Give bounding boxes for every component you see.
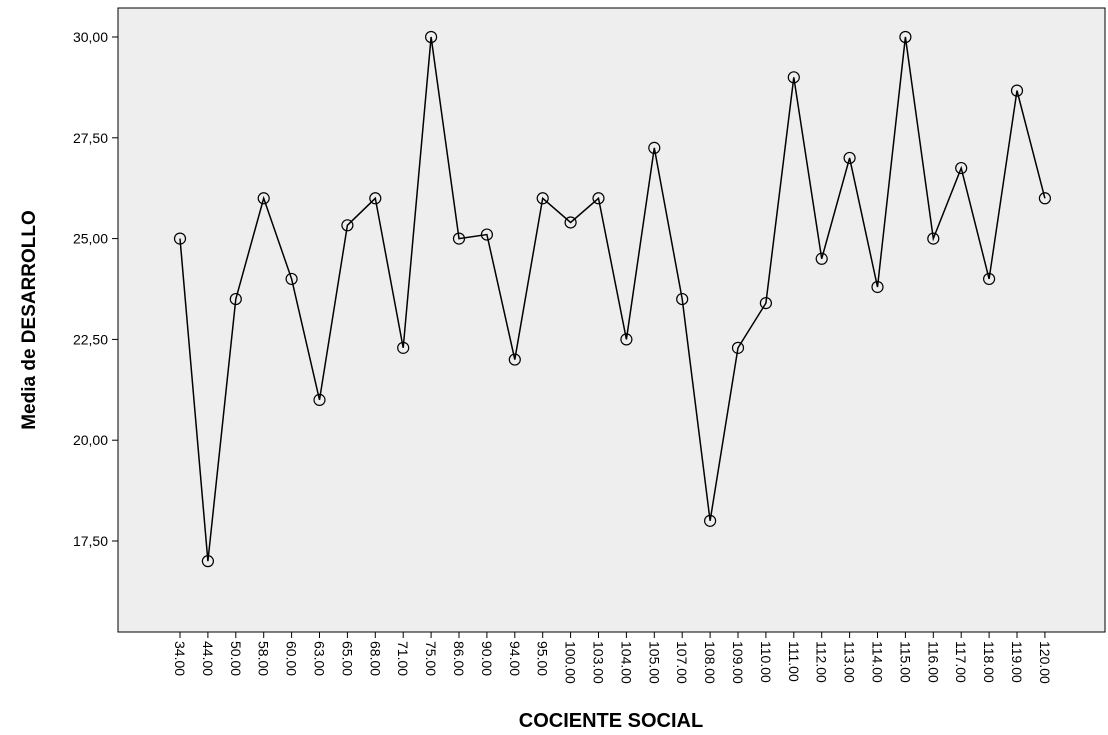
x-tick-label: 116.00 xyxy=(925,641,941,683)
data-point xyxy=(787,71,800,84)
plot-area xyxy=(117,7,1106,633)
data-point xyxy=(173,232,187,245)
data-point xyxy=(201,555,214,568)
data-point xyxy=(508,353,521,366)
x-tick-label: 120.00 xyxy=(1037,641,1053,684)
y-axis: 17,50 20,00 22,50 25,00 27,50 30,00 xyxy=(73,29,118,549)
x-tick-label: 94.00 xyxy=(507,641,523,676)
x-tick-label: 117.00 xyxy=(953,641,969,683)
data-point xyxy=(815,252,828,265)
y-tick-label: 27,50 xyxy=(73,130,108,146)
data-point xyxy=(1038,192,1052,205)
x-tick-label: 108.00 xyxy=(702,641,718,684)
x-tick-label: 65.00 xyxy=(339,641,355,676)
x-tick-label: 68.00 xyxy=(367,641,383,676)
data-point xyxy=(843,151,856,165)
x-tick-label: 105.00 xyxy=(646,641,662,684)
x-tick-label: 44.00 xyxy=(200,641,216,676)
data-point xyxy=(648,141,661,154)
data-point xyxy=(955,161,968,175)
x-tick-label: 58.00 xyxy=(256,641,272,676)
y-tick-label: 17,50 xyxy=(73,533,108,549)
data-point xyxy=(759,297,773,310)
x-tick-label: 114.00 xyxy=(870,641,886,683)
data-point xyxy=(285,272,298,286)
x-tick-label: 103.00 xyxy=(591,641,607,684)
data-point xyxy=(452,232,466,245)
data-point xyxy=(397,341,410,354)
x-tick-label: 71.00 xyxy=(395,641,411,676)
series-line xyxy=(179,36,1046,562)
data-point xyxy=(536,192,549,205)
y-tick-label: 20,00 xyxy=(73,432,108,448)
data-point xyxy=(341,219,354,232)
x-tick-label: 107.00 xyxy=(674,641,690,684)
x-axis-title: COCIENTE SOCIAL xyxy=(519,710,703,732)
x-tick-label: 110.00 xyxy=(758,641,774,683)
x-axis: 34.00 44.00 50.00 58.00 60.00 63.00 65.00 68.00… xyxy=(172,632,1053,684)
y-axis-title: Media de DESARROLLO xyxy=(19,210,40,430)
x-tick-label: 86.00 xyxy=(451,641,467,676)
data-point xyxy=(425,30,438,44)
x-tick-label: 113.00 xyxy=(842,641,858,683)
data-point xyxy=(703,514,717,527)
y-tick-label: 25,00 xyxy=(73,231,108,247)
x-tick-label: 63.00 xyxy=(312,641,328,676)
y-tick-label: 22,50 xyxy=(73,331,108,347)
x-tick-label: 75.00 xyxy=(423,641,439,676)
data-point xyxy=(369,192,382,205)
data-point xyxy=(592,192,605,205)
x-tick-label: 100.00 xyxy=(563,641,579,684)
x-tick-label: 90.00 xyxy=(479,641,495,676)
data-point xyxy=(1010,84,1024,97)
data-point xyxy=(676,292,689,306)
y-tick-label: 30,00 xyxy=(73,29,108,45)
x-tick-label: 111.00 xyxy=(786,641,802,682)
data-point xyxy=(731,341,745,354)
data-point xyxy=(313,393,326,406)
data-point xyxy=(229,292,242,306)
x-tick-label: 50.00 xyxy=(228,641,244,676)
data-point xyxy=(871,280,884,294)
data-point xyxy=(927,232,940,245)
x-tick-label: 34.00 xyxy=(172,641,188,676)
data-point xyxy=(257,192,270,205)
x-tick-label: 60.00 xyxy=(284,641,300,676)
data-point xyxy=(899,30,912,44)
x-tick-label: 119.00 xyxy=(1009,641,1025,683)
x-tick-label: 118.00 xyxy=(981,641,997,683)
data-point xyxy=(982,272,996,286)
data-point xyxy=(620,333,633,346)
x-tick-label: 115.00 xyxy=(897,641,913,683)
x-tick-label: 95.00 xyxy=(535,641,551,676)
series-markers xyxy=(173,30,1052,568)
x-tick-label: 104.00 xyxy=(618,641,634,684)
x-tick-label: 109.00 xyxy=(730,641,746,684)
data-point xyxy=(564,216,577,229)
x-tick-label: 112.00 xyxy=(814,641,830,683)
data-point xyxy=(480,228,493,241)
